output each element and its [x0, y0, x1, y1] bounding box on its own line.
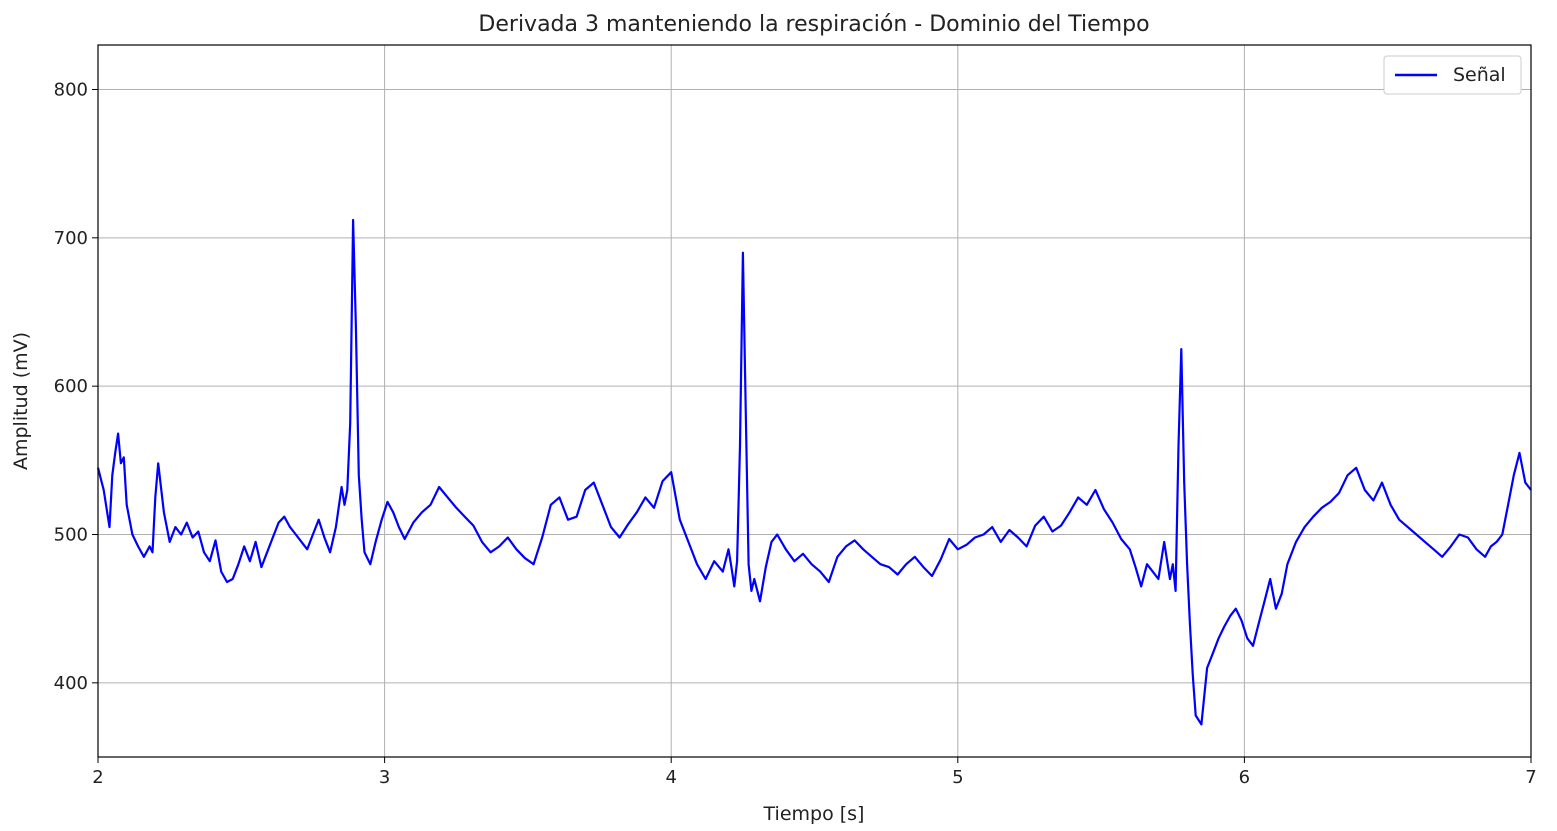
x-tick-label: 3 — [379, 767, 390, 788]
legend: Señal — [1383, 55, 1522, 95]
x-axis-label: Tiempo [s] — [763, 803, 865, 825]
y-tick-label: 600 — [54, 376, 88, 397]
plot-frame — [97, 44, 1532, 758]
y-axis-ticks: 400 500 600 700 800 — [54, 80, 98, 694]
y-tick-label: 800 — [54, 80, 88, 101]
y-axis-label: Amplitud (mV) — [10, 332, 32, 470]
y-tick-label: 700 — [54, 228, 88, 249]
x-tick-label: 4 — [665, 767, 676, 788]
x-tick-label: 5 — [952, 767, 963, 788]
y-tick-label: 500 — [54, 525, 88, 546]
series-line-senal — [96, 218, 1532, 726]
y-tick-label: 400 — [54, 673, 88, 694]
grid-lines — [97, 45, 1532, 757]
signal-series — [96, 218, 1532, 726]
legend-box — [1383, 55, 1522, 95]
x-tick-label: 2 — [92, 767, 103, 788]
legend-label-senal: Señal — [1453, 64, 1506, 86]
chart-title: Derivada 3 manteniendo la respiración - … — [478, 12, 1149, 37]
x-tick-label: 7 — [1525, 767, 1536, 788]
x-axis-ticks: 2 3 4 5 6 7 — [92, 757, 1537, 788]
x-tick-label: 6 — [1239, 767, 1250, 788]
